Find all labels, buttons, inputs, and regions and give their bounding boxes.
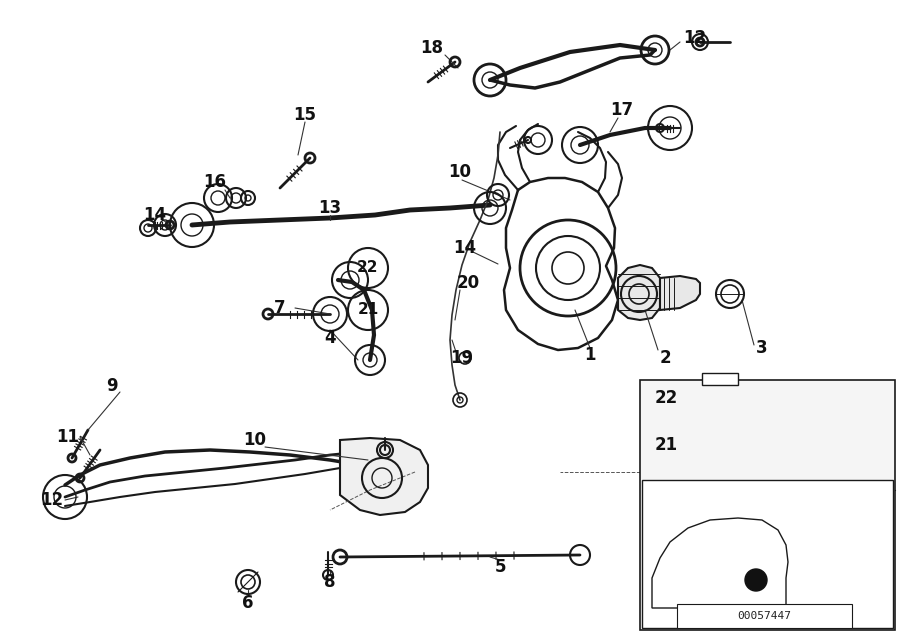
Text: 2: 2 [659, 349, 670, 367]
Polygon shape [660, 276, 700, 310]
Text: 11: 11 [57, 428, 79, 446]
Polygon shape [340, 438, 428, 515]
Text: 22: 22 [655, 389, 679, 407]
Text: 3: 3 [756, 339, 768, 357]
Text: 13: 13 [319, 199, 342, 217]
Text: 10: 10 [448, 163, 472, 181]
Bar [702, 373, 738, 385]
Text: 16: 16 [203, 173, 227, 191]
Text: 17: 17 [610, 101, 634, 119]
Text: 7: 7 [274, 299, 286, 317]
Text: 20: 20 [456, 274, 480, 292]
Polygon shape [652, 518, 788, 608]
Text: 18: 18 [420, 39, 444, 57]
Text: 19: 19 [450, 349, 473, 367]
Circle shape [745, 569, 767, 591]
Text: 21: 21 [357, 302, 379, 318]
Text: 9: 9 [106, 377, 118, 395]
Bar [640, 380, 895, 630]
Text: 12: 12 [683, 29, 706, 47]
Text: 6: 6 [242, 594, 254, 612]
Bar [642, 480, 893, 628]
Text: 10: 10 [244, 431, 266, 449]
Text: 8: 8 [324, 573, 336, 591]
Text: 1: 1 [584, 346, 596, 364]
Text: 00057447: 00057447 [737, 611, 791, 621]
Text: 12: 12 [40, 491, 64, 509]
Polygon shape [618, 265, 660, 320]
Text: 4: 4 [324, 329, 336, 347]
Text: 5: 5 [494, 558, 506, 576]
Text: 14: 14 [454, 239, 477, 257]
Bar [677, 604, 852, 628]
Text: 22: 22 [357, 260, 379, 276]
Text: 15: 15 [293, 106, 317, 124]
Text: 21: 21 [655, 436, 678, 454]
Text: 14: 14 [143, 206, 166, 224]
